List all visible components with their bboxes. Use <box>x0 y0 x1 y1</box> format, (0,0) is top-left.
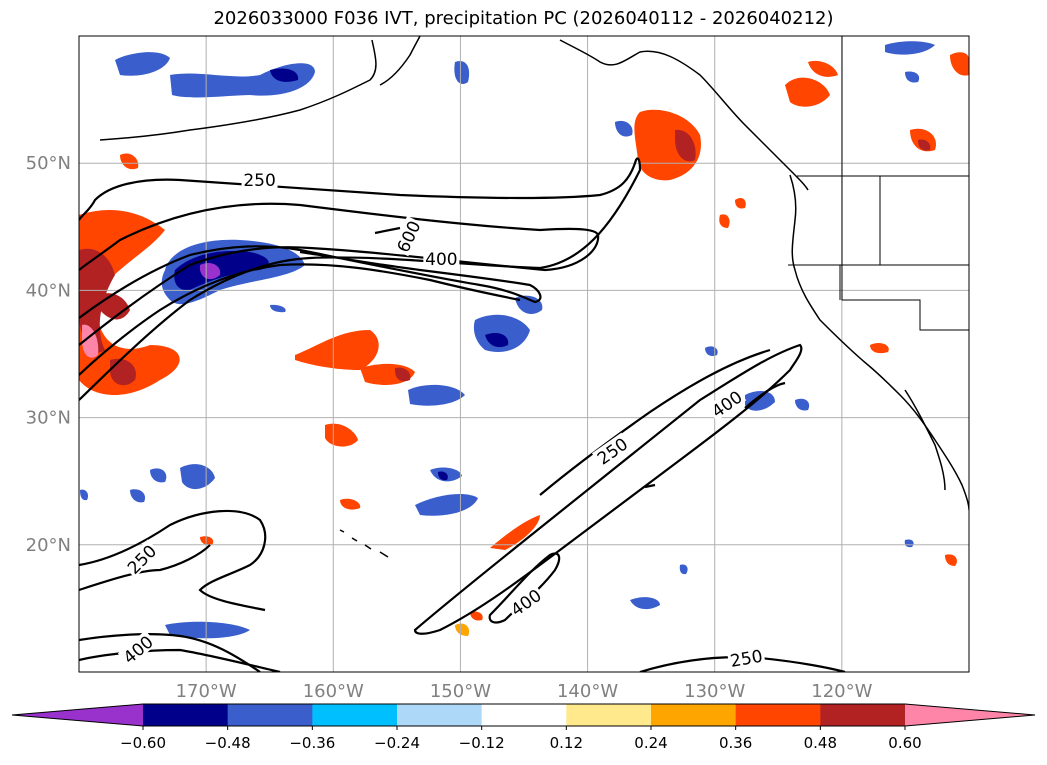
lon-tick-label: 140°W <box>557 681 618 702</box>
colorbar-tick-label: 0.12 <box>550 734 583 752</box>
precip-pc-shading <box>79 41 969 639</box>
lon-tick-label: 150°W <box>430 681 491 702</box>
lon-tick-label: 160°W <box>303 681 364 702</box>
contour-label-text: 250 <box>729 647 764 672</box>
colorbar-segment <box>312 704 398 726</box>
colorbar-tick-label: 0.60 <box>888 734 921 752</box>
contour-label-bg <box>591 432 632 469</box>
lat-tick-label: 40°N <box>26 280 71 301</box>
lon-tick-label: 130°W <box>684 681 745 702</box>
colorbar-tick-labels: −0.60 −0.48 −0.36 −0.24 −0.12 0.12 0.24 0.36 0.4… <box>120 726 922 752</box>
colorbar-segment <box>820 704 906 726</box>
lat-tick-label: 20°N <box>26 535 71 556</box>
figure-title: 2026033000 F036 IVT, precipitation PC (2… <box>213 8 834 29</box>
contour-label-bg <box>505 583 546 620</box>
contour-label-text: 250 <box>124 542 161 579</box>
contour-label-bg <box>241 170 278 189</box>
colorbar-segment <box>397 704 483 726</box>
contour-label-bg <box>122 539 161 578</box>
contour-label-text: 400 <box>120 632 158 668</box>
colorbar-segment <box>227 704 313 726</box>
colorbar-tick-label: 0.48 <box>804 734 837 752</box>
lon-tick-label: 170°W <box>176 681 237 702</box>
lat-tick-label: 50°N <box>26 153 71 174</box>
contour-label: 400 <box>117 630 158 668</box>
latitude-tick-labels: 50°N 40°N 30°N 20°N <box>26 153 71 556</box>
colorbar-segment <box>566 704 652 726</box>
colorbar-segment <box>481 704 567 726</box>
lat-tick-label: 30°N <box>26 408 71 429</box>
colorbar-segment <box>735 704 821 726</box>
contour-label: 400 <box>505 583 546 621</box>
map-gridlines <box>79 36 969 672</box>
coastlines <box>99 36 969 558</box>
contour-label: 400 <box>423 248 460 270</box>
colorbar <box>11 703 1036 727</box>
colorbar-extend-max <box>905 704 1035 726</box>
colorbar-segment <box>143 704 229 726</box>
contour-label-text: 250 <box>243 171 275 191</box>
map-frame <box>78 35 970 673</box>
contour-label-bg <box>706 385 747 421</box>
political-borders <box>788 36 969 331</box>
colorbar-tick-label: −0.24 <box>374 734 420 752</box>
contour-label-bg <box>726 645 766 670</box>
contour-label-bg <box>391 216 424 257</box>
longitude-tick-labels: 170°W 160°W 150°W 140°W 130°W 120°W <box>176 681 873 702</box>
contour-label-bg <box>423 248 460 267</box>
colorbar-tick-label: 0.24 <box>634 734 667 752</box>
colorbar-tick-label: −0.48 <box>205 734 251 752</box>
colorbar-tick-label: −0.60 <box>120 734 166 752</box>
colorbar-extend-min <box>12 704 143 726</box>
colorbar-tick-label: −0.12 <box>459 734 505 752</box>
contour-label: 250 <box>122 539 161 579</box>
ivt-contours <box>79 157 846 672</box>
colorbar-tick-label: −0.36 <box>289 734 335 752</box>
colorbar-tick-label: 0.36 <box>719 734 752 752</box>
contour-label: 600 <box>391 216 425 257</box>
contour-label: 250 <box>726 645 766 672</box>
lon-tick-label: 120°W <box>811 681 872 702</box>
contour-label-bg <box>117 630 158 668</box>
contour-label: 250 <box>241 170 278 191</box>
colorbar-segment <box>651 704 737 726</box>
contour-label-text: 400 <box>425 250 457 270</box>
